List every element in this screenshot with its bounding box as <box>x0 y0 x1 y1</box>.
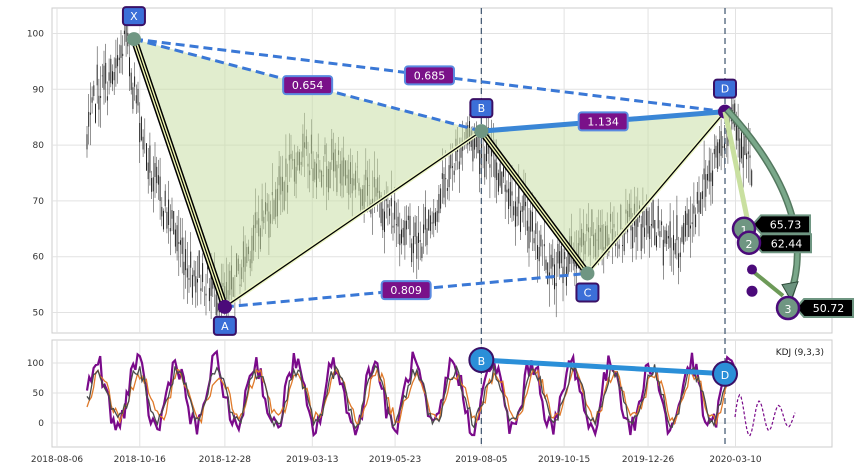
xab-triangle <box>133 39 482 307</box>
x-tick-label: 2019-10-15 <box>538 455 590 465</box>
x-tick-label: 2019-12-26 <box>622 455 675 465</box>
bcd-triangle <box>481 111 726 274</box>
vertex-badge <box>575 282 600 303</box>
vertex-label: D <box>721 83 729 96</box>
target-value: 65.73 <box>770 218 802 231</box>
target-circle <box>775 295 801 321</box>
target-tag <box>752 233 813 254</box>
small-dot <box>747 264 758 275</box>
y-tick-label: 90 <box>33 85 45 95</box>
vertex-label: C <box>584 286 592 299</box>
target-value: 62.44 <box>771 237 803 250</box>
kdj-badge <box>468 347 495 373</box>
kdj-k-line <box>86 364 734 430</box>
target-arrowhead <box>781 281 799 302</box>
x-tick-label: 2019-03-13 <box>286 455 338 465</box>
target-tag <box>794 298 855 319</box>
bc-leg <box>480 130 588 274</box>
vertex-label: B <box>478 102 486 115</box>
kdj-badge-label: D <box>721 369 729 382</box>
kdj-y-tick-label: 0 <box>38 419 44 429</box>
vertex-label: A <box>221 320 229 333</box>
kdj-lines <box>85 349 796 438</box>
x-tick-label: 2019-05-23 <box>369 455 421 465</box>
ratio-label: 0.654 <box>292 79 324 92</box>
target-number: 2 <box>746 238 753 251</box>
kdj-legend: KDJ (9,3,3) <box>776 348 824 358</box>
target-number: 3 <box>785 303 792 316</box>
target-value: 50.72 <box>813 302 845 315</box>
ratio-label: 0.685 <box>414 69 446 82</box>
target-path-2 <box>750 269 785 298</box>
vertex-badge <box>212 315 237 336</box>
kdj-y-tick-label: 100 <box>27 359 44 369</box>
x-tick-label: 2018-08-06 <box>31 455 84 465</box>
y-tick-label: 100 <box>27 30 44 40</box>
target-circle <box>736 230 762 255</box>
ratio-label-box <box>403 65 455 86</box>
x-tick-label: 2018-12-28 <box>199 455 252 465</box>
ab-leg <box>224 130 482 308</box>
ratio-label-box <box>577 111 629 132</box>
y-tick-label: 50 <box>33 309 45 319</box>
vertex-dot-c <box>580 266 595 281</box>
kdj-y-tick-label: 50 <box>33 389 45 399</box>
ratio-label-box <box>282 75 334 96</box>
y-tick-label: 70 <box>33 197 45 207</box>
target-number: 1 <box>741 224 748 237</box>
target-arc <box>725 108 800 297</box>
target-path-1 <box>722 111 750 219</box>
vertex-badge <box>121 6 146 27</box>
small-dot <box>746 285 758 297</box>
kdj-tail <box>734 393 796 437</box>
cd-leg <box>586 111 726 274</box>
ratio-label-box <box>380 280 432 301</box>
ratio-label: 1.134 <box>587 115 619 128</box>
vertex-badge <box>469 98 494 119</box>
vertex-dot-a <box>217 299 232 314</box>
xa-leg <box>133 38 226 308</box>
xb-ratio-line <box>133 37 482 133</box>
kdj-divergence-line <box>481 357 726 377</box>
kdj-badge <box>712 360 739 387</box>
y-tick-label: 80 <box>33 141 45 151</box>
vertex-dot-x <box>126 32 141 47</box>
ratio-label: 0.809 <box>390 284 422 297</box>
kdj-badge-label: B <box>478 355 486 368</box>
vertex-badge <box>713 78 738 99</box>
x-tick-label: 2018-10-16 <box>114 455 167 465</box>
vertex-label: X <box>130 10 138 23</box>
x-tick-label: 2020-03-10 <box>709 455 762 465</box>
y-tick-label: 60 <box>33 253 45 263</box>
target-tag <box>751 214 812 235</box>
vertex-dot-b <box>474 124 489 139</box>
x-tick-label: 2019-08-05 <box>455 455 507 465</box>
